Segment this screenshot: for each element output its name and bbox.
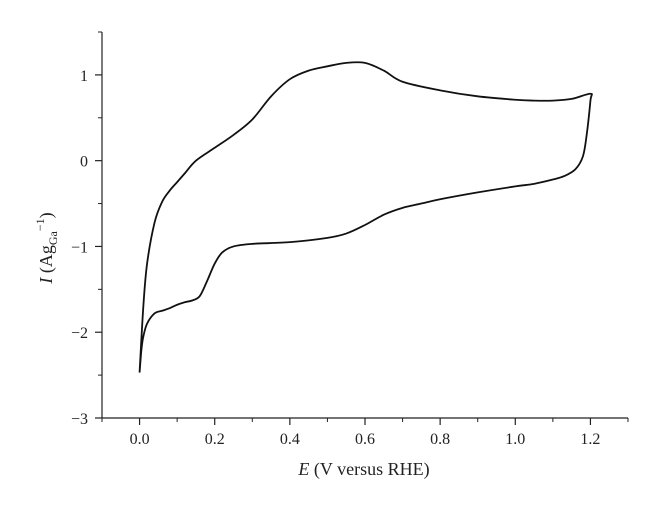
x-tick-group <box>101 418 629 425</box>
y-tick-label: 1 <box>80 68 88 85</box>
cv-curve-line <box>138 61 593 373</box>
y-tick-label: −1 <box>71 239 88 256</box>
x-axis-title: E (V versus RHE) <box>297 459 429 480</box>
x-axis-symbol: E <box>297 459 309 479</box>
x-tick-label: 0.8 <box>430 431 450 448</box>
y-axis-title-open: (Ag <box>36 245 57 278</box>
y-tick-label: −2 <box>71 325 88 342</box>
y-tick-label-group: −3 −2 −1 0 1 <box>71 68 88 428</box>
x-tick-label: 0.0 <box>130 431 150 448</box>
y-tick-group <box>95 31 102 419</box>
x-tick-label: 0.2 <box>205 431 225 448</box>
x-tick-label: 0.6 <box>355 431 375 448</box>
x-axis-title-text: (V versus RHE) <box>309 459 429 480</box>
y-axis-title-close: ) <box>36 212 57 218</box>
y-axis-title: I (AgGa−1) <box>33 212 60 284</box>
y-axis-title-subscript: Ga <box>46 230 60 245</box>
x-tick-label: 0.4 <box>280 431 300 448</box>
x-tick-label: 1.0 <box>505 431 525 448</box>
x-tick-label: 1.2 <box>580 431 600 448</box>
y-tick-label: −3 <box>71 411 88 428</box>
y-axis-symbol: I <box>36 277 56 285</box>
y-axis-title-superscript: −1 <box>33 218 47 231</box>
y-tick-label: 0 <box>80 154 88 171</box>
x-tick-label-group: 0.0 0.2 0.4 0.6 0.8 1.0 1.2 <box>130 431 601 448</box>
